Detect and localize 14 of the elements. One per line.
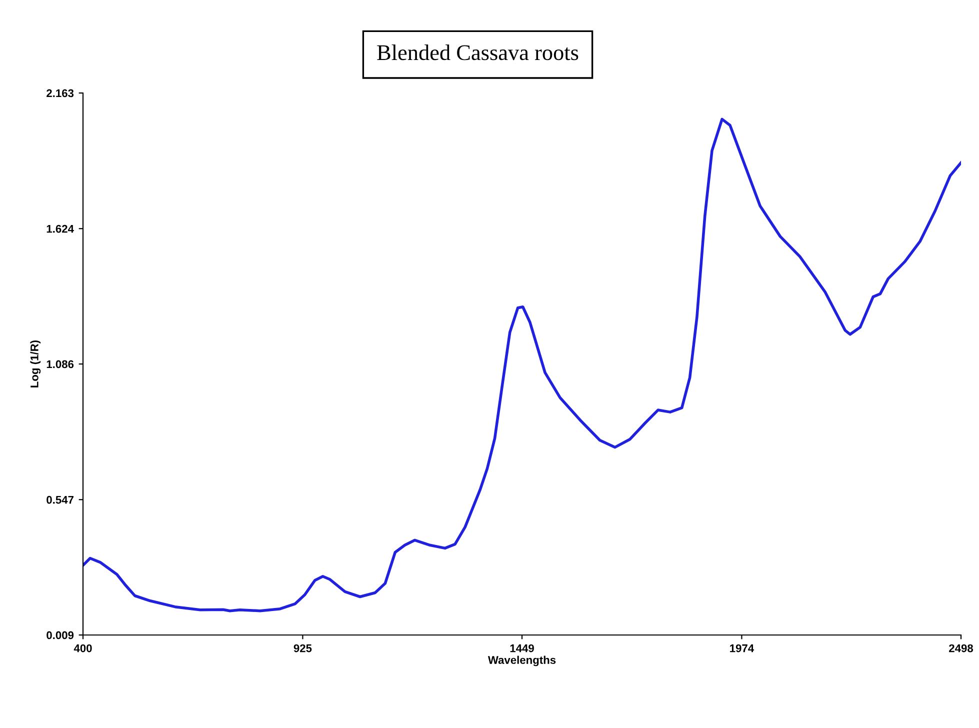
y-tick-label: 1.086: [46, 360, 74, 368]
x-tick-label: 400: [74, 644, 92, 652]
y-tick-label: 0.547: [46, 496, 74, 504]
x-axis-title: Wavelengths: [488, 656, 556, 666]
y-tick-label: 0.009: [46, 631, 74, 640]
y-tick-label: 2.163: [46, 89, 74, 98]
line-series: [83, 118, 961, 612]
x-tick-label: 1449: [510, 644, 534, 652]
x-tick-label: 925: [294, 644, 312, 652]
x-tick-label: 1974: [730, 644, 754, 652]
y-axis-title: Log (1/R): [30, 340, 41, 388]
y-tick-label: 1.624: [46, 224, 74, 233]
chart-title: Blended Cassava roots: [377, 44, 578, 60]
x-tick-label: 2498: [949, 644, 974, 652]
